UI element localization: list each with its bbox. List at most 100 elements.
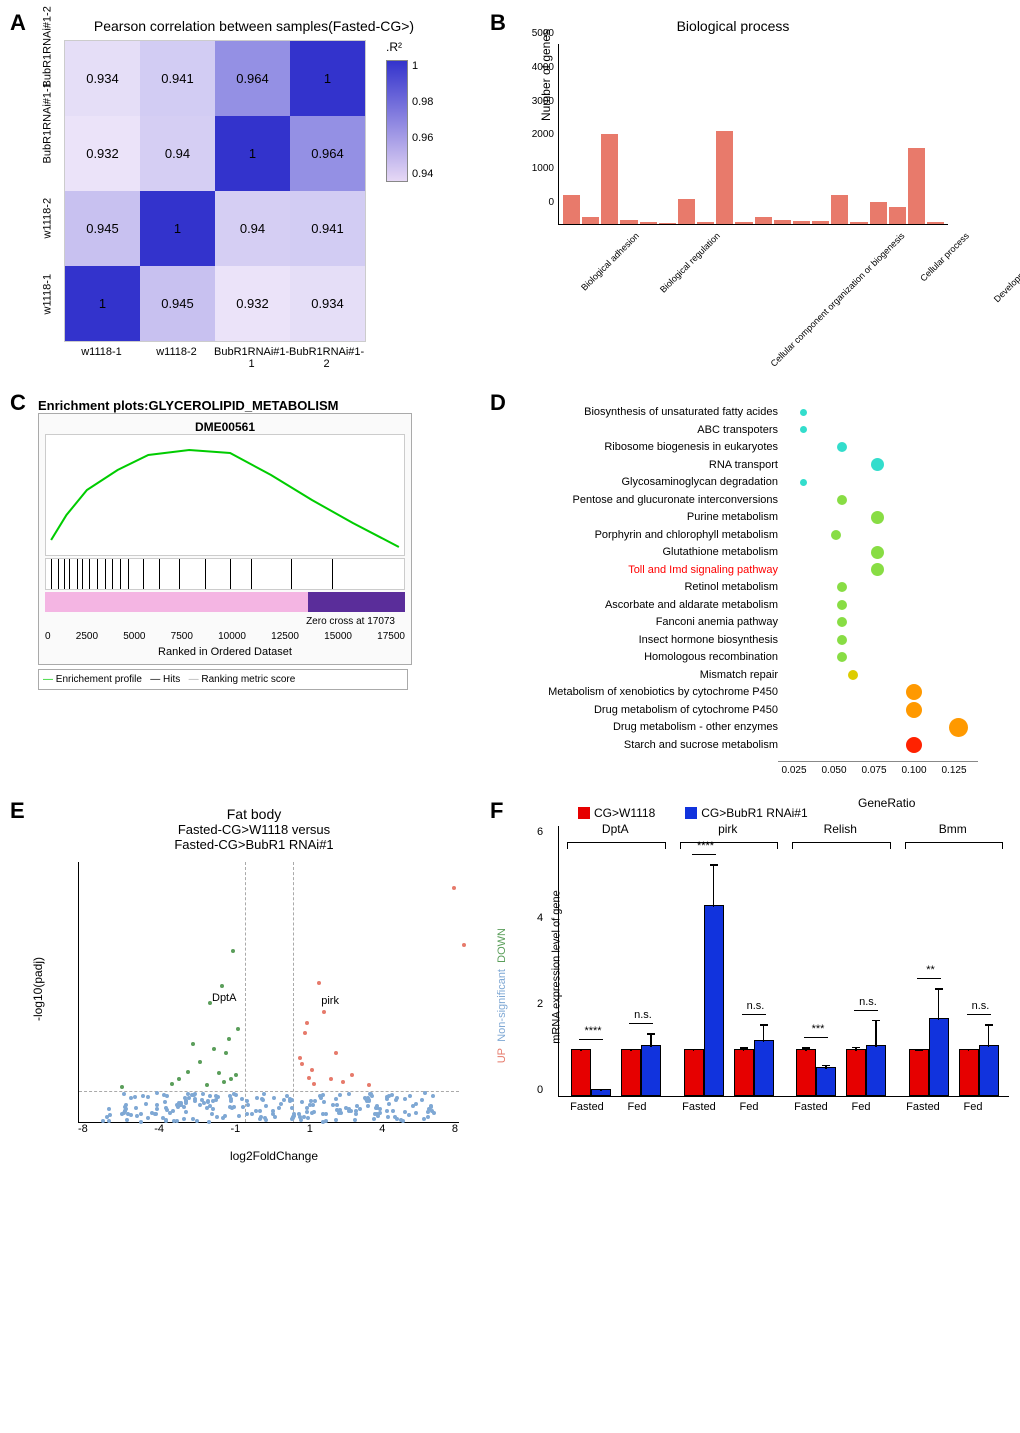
errorbar-cap <box>577 1049 585 1051</box>
bar-w <box>846 1049 866 1096</box>
hit-tick <box>332 559 333 589</box>
legend-item: CG>BubR1 RNAi#1 <box>685 806 807 820</box>
ns-point <box>401 1119 405 1123</box>
ns-point <box>105 1115 109 1119</box>
xtick: 0.025 <box>781 765 806 776</box>
pathway-label: Starch and sucrose metabolism <box>518 739 784 751</box>
ns-point <box>262 1092 266 1096</box>
heatmap-cell: 0.94 <box>140 116 215 191</box>
ns-point <box>234 1093 238 1097</box>
pathway-dot <box>831 530 841 540</box>
up-point <box>452 886 456 890</box>
ns-point <box>378 1107 382 1111</box>
gene-bracket <box>567 842 666 849</box>
gene-title: Bmm <box>933 822 973 836</box>
heatmap-cell: 0.941 <box>290 191 365 266</box>
down-point <box>191 1042 195 1046</box>
pathway-dot <box>837 617 847 627</box>
significance: n.s. <box>626 1009 660 1021</box>
panel-b: B Biological process Number of genes 500… <box>490 10 1010 370</box>
sig-bracket <box>967 1014 991 1015</box>
heatmap-xlabels: w1118-1w1118-2BubR1RNAi#1-1BubR1RNAi#1-2 <box>64 342 470 370</box>
ns-point <box>182 1105 186 1109</box>
pathway-label: Ribosome biogenesis in eukaryotes <box>518 441 784 453</box>
ns-point <box>210 1112 214 1116</box>
hit-tick <box>82 559 83 589</box>
ns-point <box>271 1112 275 1116</box>
ns-point <box>335 1103 339 1107</box>
ns-point <box>375 1106 379 1110</box>
ns-point <box>211 1099 215 1103</box>
heatmap-ylabels: w1118-1w1118-2BubR1RNAi#1-1BubR1RNAi#1-2 <box>38 40 58 342</box>
ns-point <box>165 1094 169 1098</box>
condition-label: Fed <box>724 1101 774 1113</box>
ns-point <box>334 1118 338 1122</box>
panel-e: E Fat body Fasted-CG>W1118 versus Fasted… <box>10 798 470 1163</box>
errorbar-cap <box>852 1047 860 1049</box>
sig-bracket <box>917 978 941 979</box>
ns-point <box>241 1105 245 1109</box>
errorbar-cap <box>627 1049 635 1051</box>
heatmap-cell: 0.934 <box>290 266 365 341</box>
condition-label: Fasted <box>562 1101 612 1113</box>
xtick: -4 <box>154 1123 164 1135</box>
annotation: pirk <box>321 995 339 1007</box>
significance: ** <box>914 964 948 976</box>
pathway-label: Purine metabolism <box>518 511 784 523</box>
ns-point <box>334 1097 338 1101</box>
ns-point <box>184 1099 188 1103</box>
ns-point <box>391 1109 395 1113</box>
pathway-dot <box>800 479 807 486</box>
up-point <box>298 1056 302 1060</box>
hit-tick <box>251 559 252 589</box>
ns-point <box>431 1094 435 1098</box>
ns-point <box>312 1110 316 1114</box>
ns-point <box>163 1100 167 1104</box>
rank-pink <box>45 592 308 612</box>
ns-point <box>122 1092 126 1096</box>
bar-b <box>866 1045 886 1097</box>
ns-point <box>318 1094 322 1098</box>
pathway-label: Glycosaminoglycan degradation <box>518 476 784 488</box>
heatmap-cell: 0.932 <box>215 266 290 341</box>
hit-tick <box>143 559 144 589</box>
xtick: 0 <box>45 631 51 642</box>
bar-b <box>929 1018 949 1097</box>
pathway-label: Pentose and glucuronate interconversions <box>518 494 784 506</box>
ns-point <box>129 1113 133 1117</box>
ytick: 4000 <box>532 62 554 73</box>
pathway-label: Insect hormone biosynthesis <box>518 634 784 646</box>
ns-point <box>372 1117 376 1121</box>
ytick: 1000 <box>532 163 554 174</box>
pathway-row: Glutathione metabolism <box>518 543 978 561</box>
ns-point <box>355 1104 359 1108</box>
pathway-dot <box>949 718 968 737</box>
gsea-subtitle: DME00561 <box>45 420 405 434</box>
bar-w <box>684 1049 704 1096</box>
pathway-label: Fanconi anemia pathway <box>518 616 784 628</box>
ns-point <box>108 1113 112 1117</box>
pathway-label: Metabolism of xenobiotics by cytochrome … <box>518 686 784 698</box>
heatmap-xlabel: BubR1RNAi#1-1 <box>214 342 289 370</box>
ns-point <box>211 1107 215 1111</box>
volcano-title: Fat body <box>38 806 470 822</box>
panel-c: C Enrichment plots:GLYCEROLIPID_METABOLI… <box>10 390 470 778</box>
ns-point <box>155 1091 159 1095</box>
ns-point <box>216 1095 220 1099</box>
panel-d: D GeneRatio Biosynthesis of unsaturated … <box>490 390 1010 778</box>
sig-bracket <box>804 1037 828 1038</box>
annotation: DptA <box>212 992 236 1004</box>
bar-b <box>816 1067 836 1096</box>
ns-point <box>237 1114 241 1118</box>
colorbar: .R² 10.980.960.94 <box>386 40 433 342</box>
down-point <box>227 1037 231 1041</box>
colorbar-tick: 0.98 <box>412 96 433 108</box>
errorbar-cap <box>740 1047 748 1049</box>
pathway-row: Homologous recombination <box>518 648 978 666</box>
ns-point <box>120 1112 124 1116</box>
pathway-row: Mismatch repair <box>518 666 978 684</box>
ns-point <box>215 1115 219 1119</box>
down-point <box>177 1077 181 1081</box>
significance: **** <box>689 840 723 852</box>
xtick: 8 <box>452 1123 458 1135</box>
